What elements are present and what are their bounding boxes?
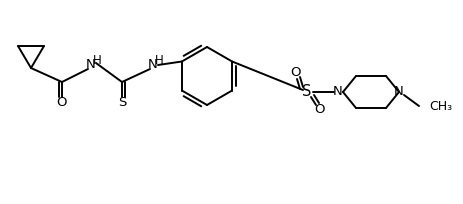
Text: N: N <box>393 85 403 99</box>
Text: S: S <box>118 96 126 110</box>
Text: H: H <box>154 54 163 68</box>
Text: H: H <box>93 54 101 68</box>
Text: CH₃: CH₃ <box>428 101 451 113</box>
Text: O: O <box>56 96 67 110</box>
Text: N: N <box>148 58 157 71</box>
Text: O: O <box>290 65 300 79</box>
Text: S: S <box>302 84 311 100</box>
Text: N: N <box>86 58 96 71</box>
Text: O: O <box>314 103 325 116</box>
Text: N: N <box>332 85 342 99</box>
